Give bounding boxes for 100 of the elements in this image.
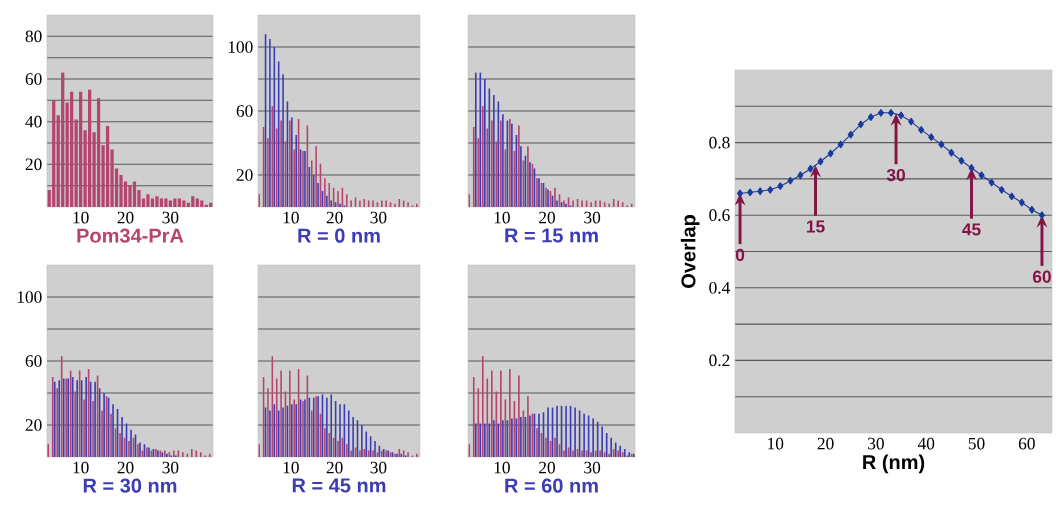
x-tick-label: 30 — [584, 211, 601, 224]
x-tick-label: 10 — [283, 211, 299, 224]
y-tick-label: 0.6 — [709, 209, 730, 222]
bar — [191, 196, 195, 207]
x-axis-title: R = 45 nm — [292, 478, 386, 493]
annotation: 60 — [1032, 270, 1051, 283]
bar — [61, 72, 65, 207]
x-tick-label: 10 — [73, 461, 89, 474]
bar — [96, 98, 101, 207]
point — [887, 108, 895, 117]
point — [898, 111, 905, 120]
bar — [105, 125, 110, 207]
bar — [79, 91, 83, 207]
x-axis-title: Pom34-PrA — [77, 228, 184, 243]
bar — [173, 198, 177, 207]
point — [857, 120, 864, 129]
x-axis-title: R (nm) — [863, 454, 925, 474]
point — [908, 117, 915, 126]
bar — [88, 89, 92, 207]
point — [787, 176, 794, 185]
annotation: 45 — [962, 223, 981, 236]
x-axis-title: R = 0 nm — [298, 228, 380, 243]
point — [928, 133, 935, 142]
bar — [155, 196, 159, 207]
x-tick-label: 60 — [1018, 437, 1035, 450]
x-tick-label: 30 — [370, 211, 387, 224]
y-tick-label: 40 — [25, 115, 42, 128]
point — [817, 157, 824, 166]
point — [948, 148, 955, 157]
x-axis-title: R = 60 nm — [505, 478, 598, 493]
x-axis-title: R = 30 nm — [83, 478, 177, 493]
bar — [177, 198, 181, 207]
bar — [150, 198, 155, 207]
y-tick-label: 20 — [25, 158, 42, 171]
y-tick-label: 100 — [228, 41, 253, 53]
x-tick-label: 20 — [539, 211, 555, 224]
point — [747, 188, 754, 197]
y-tick-label: 60 — [25, 73, 42, 85]
y-tick-label: 60 — [236, 105, 253, 117]
point — [767, 185, 774, 194]
point — [1008, 192, 1015, 201]
x-tick-label: 10 — [768, 437, 784, 450]
x-tick-label: 30 — [370, 461, 387, 474]
x-tick-label: 20 — [326, 461, 343, 474]
y-axis-title: Overlap — [680, 215, 700, 288]
point — [867, 113, 874, 122]
point — [988, 178, 995, 187]
point — [777, 182, 784, 191]
y-tick-label: 20 — [25, 419, 42, 431]
y-tick-label: 0.4 — [709, 281, 731, 294]
point — [847, 130, 854, 139]
x-tick-label: 30 — [162, 461, 179, 474]
x-tick-label: 10 — [494, 461, 510, 474]
x-tick-label: 20 — [539, 461, 555, 474]
y-tick-label: 0.8 — [709, 136, 730, 149]
bar — [70, 91, 74, 207]
x-tick-label: 30 — [584, 461, 601, 474]
annotation: 15 — [806, 220, 825, 233]
y-tick-label: 0.2 — [709, 354, 730, 367]
bar — [164, 198, 168, 207]
point — [1018, 198, 1025, 207]
y-tick-label: 100 — [17, 291, 42, 303]
y-tick-label: 80 — [25, 30, 42, 43]
point — [938, 140, 945, 149]
point — [968, 164, 975, 172]
point — [797, 171, 804, 180]
x-tick-label: 20 — [326, 211, 343, 224]
point — [978, 171, 985, 180]
x-tick-label: 10 — [494, 211, 510, 224]
x-axis-title: R = 15 nm — [505, 228, 598, 243]
y-tick-label: 20 — [236, 169, 253, 181]
point — [757, 187, 764, 196]
point — [837, 140, 844, 149]
x-tick-label: 50 — [968, 437, 985, 450]
x-tick-label: 30 — [868, 437, 884, 450]
bar — [132, 181, 137, 207]
x-tick-label: 20 — [817, 437, 834, 450]
point — [918, 126, 925, 134]
bar — [195, 198, 199, 207]
bar — [52, 100, 56, 207]
annotation: 30 — [886, 168, 905, 182]
point — [827, 149, 834, 158]
x-tick-label: 10 — [73, 211, 89, 224]
bar — [146, 194, 150, 207]
point — [737, 189, 744, 198]
bar — [159, 198, 164, 207]
point — [1028, 205, 1035, 214]
point — [807, 164, 814, 173]
y-tick-label: 60 — [25, 355, 42, 367]
point — [877, 108, 884, 117]
x-tick-label: 40 — [917, 437, 935, 450]
point — [958, 156, 965, 165]
x-tick-label: 10 — [283, 461, 299, 474]
annotation: 0 — [735, 248, 745, 262]
point — [1038, 211, 1045, 220]
x-tick-label: 20 — [117, 211, 134, 224]
x-tick-label: 30 — [162, 211, 179, 224]
point — [998, 185, 1005, 194]
bar — [128, 185, 132, 207]
x-tick-label: 20 — [117, 461, 134, 474]
